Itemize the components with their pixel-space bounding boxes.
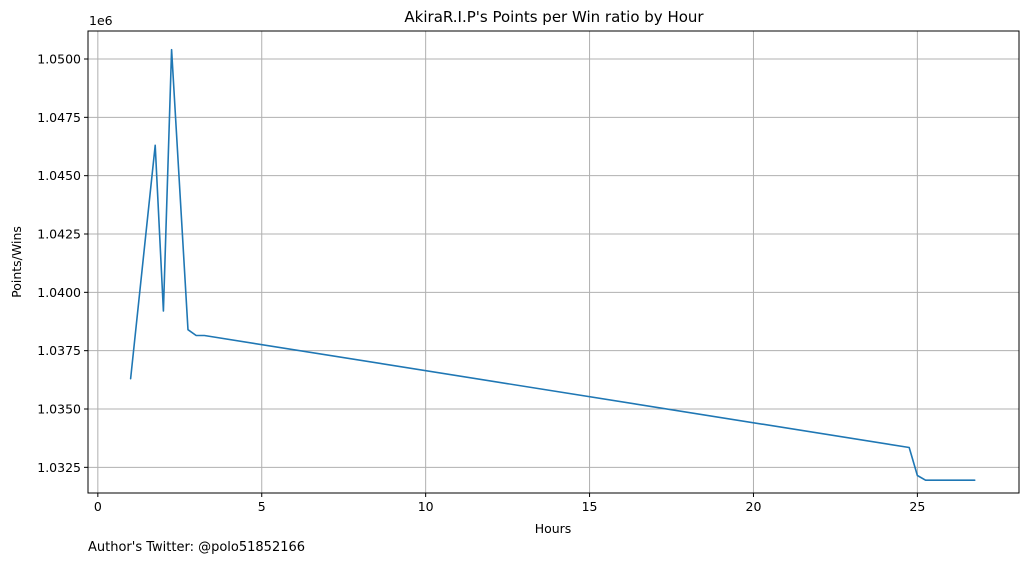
y-tick-label: 1.0425 bbox=[37, 227, 81, 242]
y-tick-label: 1.0350 bbox=[37, 402, 81, 417]
x-axis-label: Hours bbox=[535, 521, 572, 536]
y-offset-text: 1e6 bbox=[89, 13, 113, 28]
y-tick-label: 1.0325 bbox=[37, 460, 81, 475]
y-tick-label: 1.0500 bbox=[37, 52, 81, 67]
author-twitter-footer: Author's Twitter: @polo51852166 bbox=[88, 540, 305, 555]
y-tick-label: 1.0375 bbox=[37, 343, 81, 358]
x-axis-ticks: 0 5 10 15 20 25 bbox=[94, 493, 925, 514]
y-axis-label: Points/Wins bbox=[9, 226, 24, 298]
x-tick-label: 0 bbox=[94, 499, 102, 514]
x-tick-label: 20 bbox=[746, 499, 762, 514]
x-tick-label: 5 bbox=[258, 499, 266, 514]
y-tick-label: 1.0450 bbox=[37, 168, 81, 183]
y-tick-label: 1.0400 bbox=[37, 285, 81, 300]
plot-frame bbox=[87, 30, 1020, 494]
x-tick-label: 25 bbox=[909, 499, 925, 514]
x-tick-label: 15 bbox=[582, 499, 598, 514]
grid-lines bbox=[88, 31, 1019, 493]
chart-title: AkiraR.I.P's Points per Win ratio by Hou… bbox=[404, 8, 704, 26]
x-tick-label: 10 bbox=[418, 499, 434, 514]
y-tick-label: 1.0475 bbox=[37, 110, 81, 125]
y-axis-ticks: 1.0325 1.0350 1.0375 1.0400 1.0425 1.0450 1.04… bbox=[37, 52, 88, 475]
series-line bbox=[129, 48, 976, 481]
series-group bbox=[129, 48, 976, 481]
